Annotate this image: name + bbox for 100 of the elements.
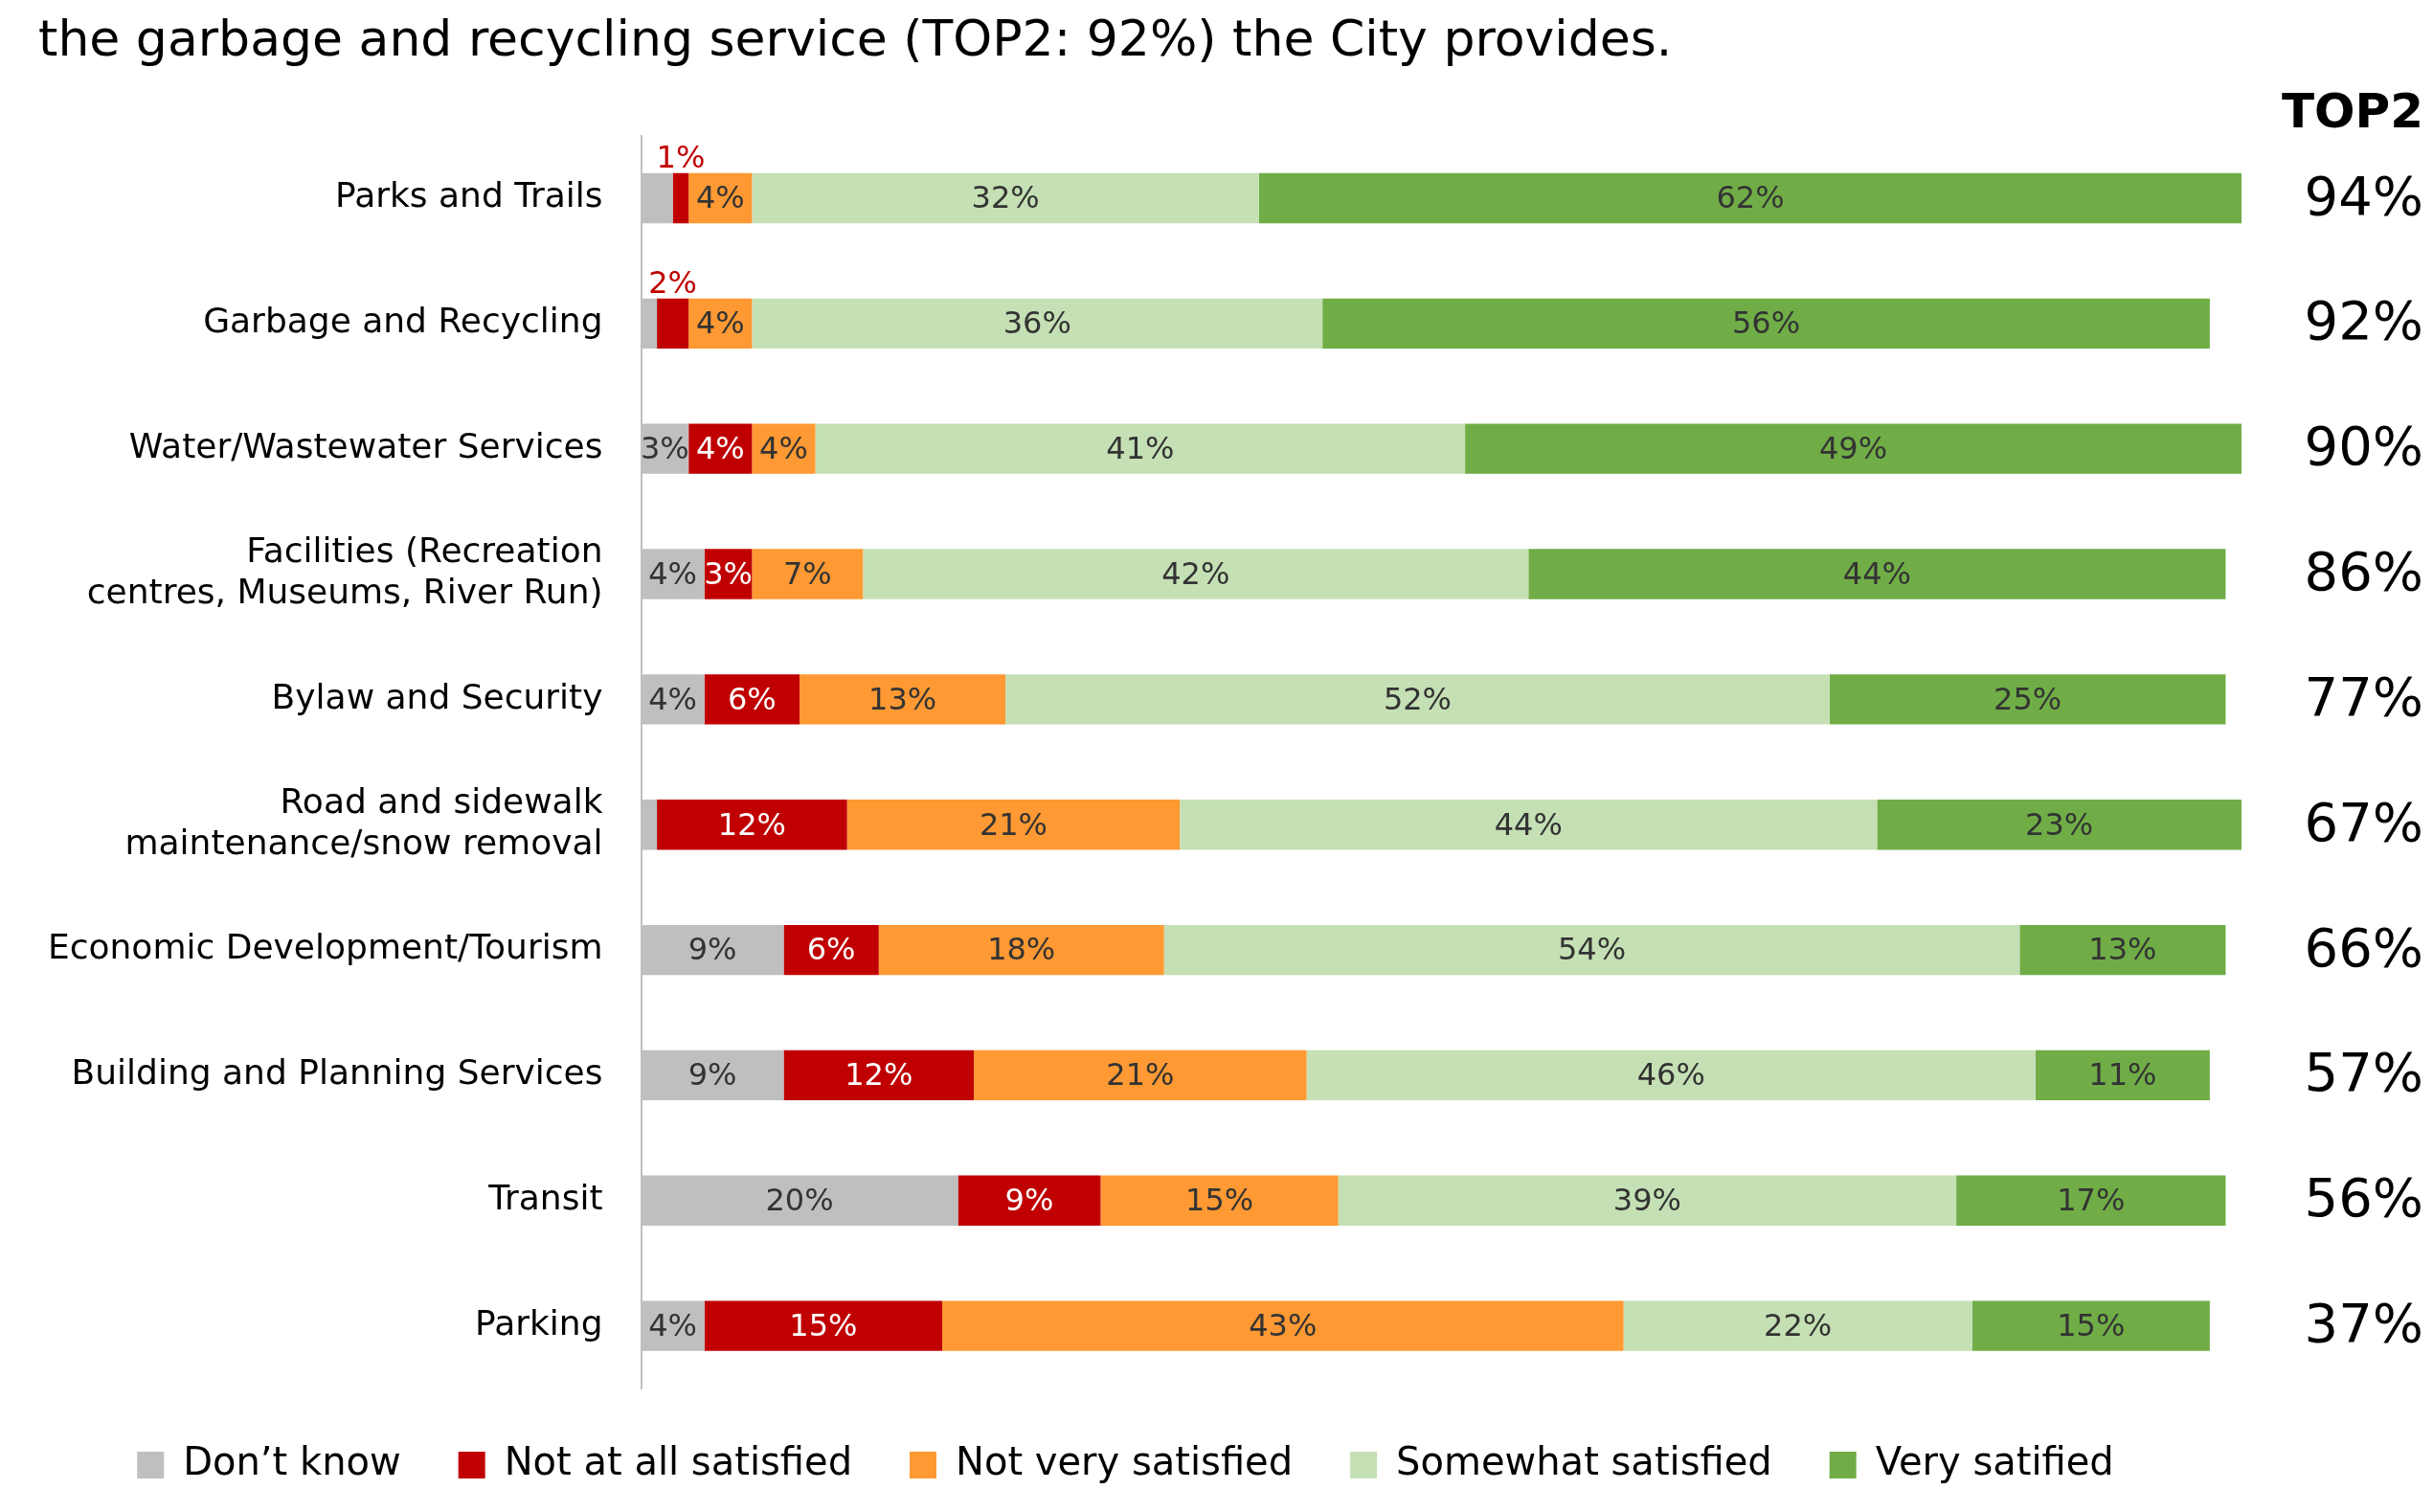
bar	[863, 549, 1529, 599]
data-label: 54%	[1557, 931, 1627, 968]
bar	[657, 298, 689, 350]
data-label: 3%	[704, 554, 753, 592]
data-label: 44%	[1494, 805, 1563, 843]
bar	[1971, 1300, 2210, 1351]
data-label: 12%	[717, 805, 786, 843]
data-label: 17%	[2057, 1182, 2126, 1219]
data-label: 15%	[2057, 1306, 2126, 1343]
data-label: 23%	[2025, 805, 2094, 843]
bar	[974, 1049, 1307, 1101]
y-tick-label: Bylaw and Security	[271, 676, 603, 716]
y-tick-label: Facilities (Recreation centres, Museums, River Run)	[86, 530, 603, 612]
y-tick-label: Road and sidewalk maintenance/snow removal	[124, 780, 603, 863]
data-label: 6%	[727, 680, 777, 717]
bar	[1528, 549, 2226, 599]
text: 92%	[2304, 289, 2423, 352]
data-label: 39%	[1612, 1182, 1681, 1219]
data-label: 22%	[1764, 1306, 1833, 1343]
bar	[1100, 1175, 1339, 1226]
text: 56%	[2304, 1166, 2423, 1230]
chart-title: the garbage and recycling service (TOP2: 92%) the City provides.	[38, 10, 1674, 69]
data-label: 43%	[1249, 1306, 1318, 1343]
data-label: 4%	[695, 430, 745, 467]
y-tick-label: Garbage and Recycling	[203, 301, 603, 341]
bar	[1163, 924, 2020, 976]
y-tick-label: Parking	[475, 1302, 603, 1343]
data-label: 3%	[640, 430, 689, 467]
data-label: 21%	[1106, 1056, 1175, 1094]
bar	[1829, 674, 2226, 725]
text: 37%	[2304, 1292, 2423, 1355]
text: 66%	[2304, 915, 2423, 979]
data-label: 56%	[1731, 305, 1801, 342]
data-label: 25%	[1994, 680, 2062, 717]
data-label: 4%	[759, 430, 808, 467]
y-tick-label: Economic Development/Tourism	[47, 927, 603, 967]
data-label: 7%	[782, 554, 832, 592]
data-label: 2%	[648, 264, 698, 301]
text: 77%	[2304, 665, 2423, 728]
bar	[800, 674, 1006, 725]
bar	[1877, 800, 2242, 850]
text: 90%	[2304, 415, 2423, 478]
data-label: 9%	[1004, 1182, 1054, 1219]
legend-label: Very satified	[1875, 1439, 2114, 1484]
bar	[2035, 1049, 2210, 1101]
text: 86%	[2304, 540, 2423, 603]
data-label: 32%	[971, 179, 1040, 216]
text: 94%	[2304, 164, 2423, 227]
data-label: 41%	[1106, 430, 1175, 467]
data-label: 9%	[687, 931, 737, 968]
data-label: 12%	[845, 1056, 913, 1094]
data-label: 9%	[687, 1056, 737, 1094]
legend-label: Don’t know	[183, 1439, 401, 1484]
bar	[1005, 674, 1830, 725]
data-label: 4%	[648, 554, 698, 592]
bar	[752, 298, 1323, 350]
data-label: 15%	[1185, 1182, 1254, 1219]
bar	[783, 1049, 975, 1101]
bar	[752, 549, 864, 599]
bar	[941, 1300, 1624, 1351]
text: TOP2	[2281, 82, 2423, 139]
data-label: 21%	[979, 805, 1048, 843]
data-label: 13%	[2088, 931, 2157, 968]
legend-label: Not at all satisfied	[504, 1439, 853, 1484]
data-label: 1%	[656, 139, 706, 176]
bar	[704, 1300, 942, 1351]
data-label: 4%	[695, 179, 745, 216]
data-label: 42%	[1161, 554, 1230, 592]
bar	[672, 172, 689, 224]
bar	[957, 1175, 1101, 1226]
bar	[1306, 1049, 2036, 1101]
data-label: 20%	[765, 1182, 834, 1219]
data-label: 4%	[648, 680, 698, 717]
bar	[1338, 1175, 1957, 1226]
y-tick-label: Transit	[487, 1178, 603, 1218]
bar	[878, 924, 1164, 976]
data-label: 46%	[1636, 1056, 1705, 1094]
bar	[1956, 1175, 2226, 1226]
bar	[1465, 423, 2242, 474]
bar	[846, 800, 1181, 850]
y-tick-label: Parks and Trails	[335, 175, 603, 215]
bar	[783, 924, 879, 976]
data-label: 44%	[1842, 554, 1911, 592]
bar	[1258, 172, 2242, 224]
bar	[2019, 924, 2226, 976]
data-label: 18%	[987, 931, 1056, 968]
bar	[704, 674, 800, 725]
data-label: 15%	[789, 1306, 858, 1343]
bar	[1623, 1300, 1972, 1351]
bar	[1322, 298, 2210, 350]
y-tick-label: Building and Planning Services	[71, 1052, 603, 1093]
data-label: 13%	[868, 680, 937, 717]
bar	[1180, 800, 1878, 850]
data-label: 52%	[1383, 680, 1453, 717]
text: 57%	[2304, 1041, 2423, 1104]
bar	[657, 800, 847, 850]
data-label: 36%	[1002, 305, 1071, 342]
text: 67%	[2304, 790, 2423, 853]
data-label: 49%	[1818, 430, 1888, 467]
data-label: 4%	[695, 305, 745, 342]
